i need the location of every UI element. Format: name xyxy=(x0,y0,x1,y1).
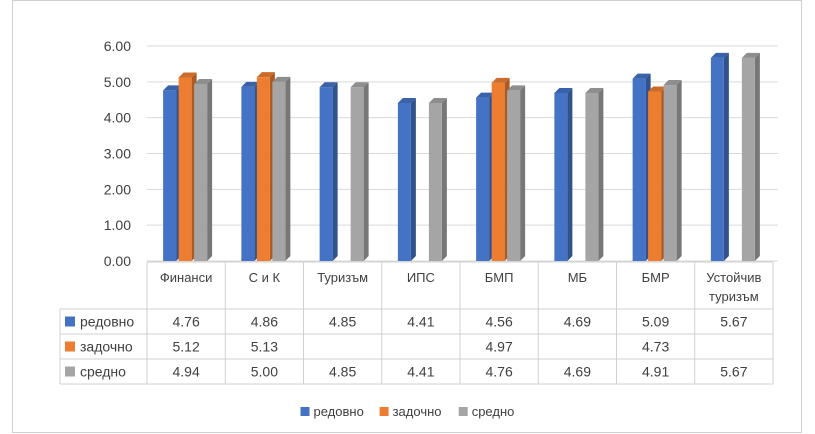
bar xyxy=(663,80,682,261)
table-cell: 4.69 xyxy=(564,314,591,330)
bar xyxy=(241,81,260,261)
legend-item: редовно xyxy=(300,404,364,419)
bar xyxy=(194,78,213,261)
table-cell: 5.09 xyxy=(642,314,669,330)
bar xyxy=(632,73,651,261)
category-label: Туризъм xyxy=(317,270,368,285)
y-tick-label: 3.00 xyxy=(104,146,131,162)
legend-swatch xyxy=(458,407,468,416)
y-axis-ticks: 0.00 1.00 2.00 3.00 4.00 5.00 6.00 xyxy=(104,38,131,269)
legend-swatch xyxy=(300,407,310,416)
bar xyxy=(272,76,291,261)
legend-item: задочно xyxy=(379,404,442,419)
table-cell: 4.41 xyxy=(407,314,434,330)
bar xyxy=(710,52,729,262)
bar xyxy=(741,52,760,262)
category-label: туризъм xyxy=(709,289,759,304)
table-series-key xyxy=(65,316,75,327)
legend-swatch xyxy=(379,407,389,416)
y-tick-label: 5.00 xyxy=(104,74,131,90)
bar xyxy=(648,86,667,261)
bar xyxy=(585,87,604,261)
table-cell: 4.94 xyxy=(173,364,200,380)
bar xyxy=(350,82,369,261)
bar xyxy=(491,77,510,262)
category-label: Финанси xyxy=(160,270,213,285)
chart-frame xyxy=(12,0,802,433)
bars xyxy=(163,52,760,262)
table-cell: 4.41 xyxy=(407,364,434,380)
table-cell: 4.73 xyxy=(642,339,669,355)
table-cell: 4.76 xyxy=(173,314,200,330)
legend-label: задочно xyxy=(393,404,442,419)
category-label: МБ xyxy=(568,270,587,285)
table-cell: 4.76 xyxy=(486,364,513,380)
legend-label: редовно xyxy=(314,404,364,419)
table-cell: 4.91 xyxy=(642,364,669,380)
table-cell: 4.85 xyxy=(329,314,356,330)
bar xyxy=(256,72,275,261)
category-label: БМП xyxy=(485,270,514,285)
legend-label: средно xyxy=(472,404,515,419)
y-tick-label: 1.00 xyxy=(104,217,131,233)
bar xyxy=(163,85,182,261)
bar xyxy=(507,85,526,261)
table-cell: 4.86 xyxy=(251,314,278,330)
table-cell: 5.67 xyxy=(720,314,747,330)
y-tick-label: 0.00 xyxy=(104,253,131,269)
table-cell: 4.69 xyxy=(564,364,591,380)
bar xyxy=(428,97,447,261)
table-cell: 4.97 xyxy=(486,339,513,355)
y-tick-label: 4.00 xyxy=(104,110,131,126)
bar xyxy=(178,72,197,262)
table-cell: 5.67 xyxy=(720,364,747,380)
category-label: С и К xyxy=(249,270,281,285)
data-table: Финанси С и К Туризъм ИПС БМП МБ БМР Устойчив ту… xyxy=(59,261,774,385)
table-series-label: задочно xyxy=(80,339,133,355)
legend-item: средно xyxy=(458,404,515,419)
category-label: БМР xyxy=(642,270,670,285)
table-cell: 5.13 xyxy=(251,339,278,355)
table-cell: 4.56 xyxy=(486,314,513,330)
table-series-key xyxy=(65,341,75,352)
bar xyxy=(476,92,495,261)
table-cell: 5.12 xyxy=(173,339,200,355)
table-series-label: средно xyxy=(80,364,126,380)
category-label: Устойчив xyxy=(706,270,761,285)
y-tick-label: 6.00 xyxy=(104,38,131,54)
table-series-key xyxy=(65,366,75,377)
table-cell: 5.00 xyxy=(251,364,278,380)
y-tick-label: 2.00 xyxy=(104,181,131,197)
bar xyxy=(319,82,338,261)
table-series-label: редовно xyxy=(80,314,134,330)
legend: редовно задочно средно xyxy=(300,404,515,419)
bar xyxy=(397,97,416,261)
table-cell: 4.85 xyxy=(329,364,356,380)
category-label: ИПС xyxy=(407,270,435,285)
bar xyxy=(554,87,573,261)
